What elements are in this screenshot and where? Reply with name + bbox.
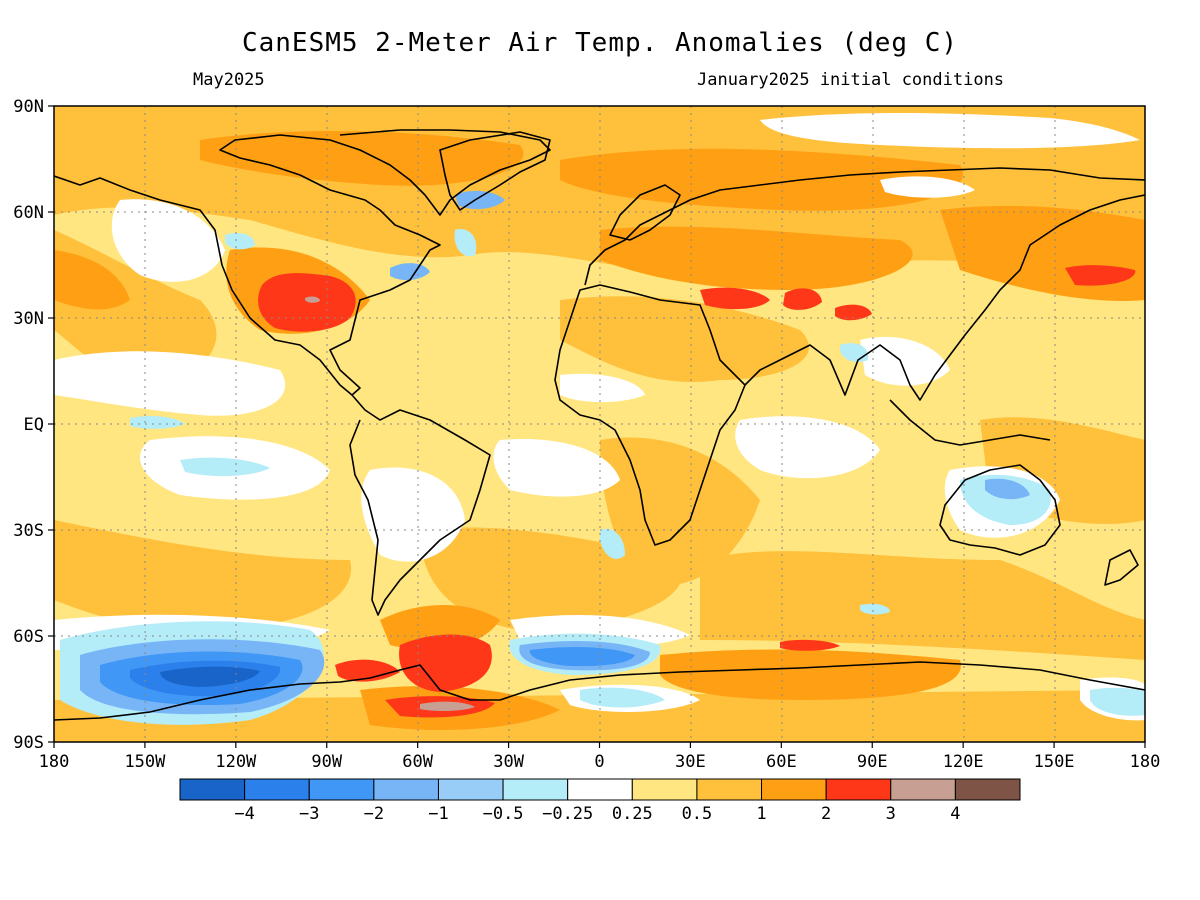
initial-conditions: January2025 initial conditions	[697, 70, 1005, 90]
lat-tick-label: 60N	[13, 203, 44, 223]
coast-north-america	[54, 129, 551, 396]
colorbar-swatch	[761, 778, 827, 801]
coast-australia	[939, 464, 1061, 556]
colorbar-swatch	[437, 778, 504, 801]
lat-tick-label: 90N	[13, 97, 44, 117]
colorbar-swatch	[954, 778, 1021, 801]
forecast-month: May2025	[193, 70, 265, 90]
colorbar-label: 0.25	[612, 804, 653, 824]
coast-africa	[554, 284, 746, 546]
coast-scandinavia	[609, 184, 681, 241]
lat-tick-label: EQ	[24, 415, 44, 435]
coast-new-zealand	[1104, 549, 1139, 586]
colorbar-label: −2	[364, 804, 384, 824]
colorbar-swatch	[373, 778, 439, 801]
colorbar-swatch	[890, 778, 956, 801]
colorbar-label: 0.5	[682, 804, 713, 824]
extreme-warm-spot	[420, 701, 475, 712]
lat-tick-label: 30N	[13, 309, 44, 329]
hot-regions	[258, 265, 1136, 718]
lon-tick-label: 0	[594, 752, 604, 772]
extreme-warm-spot-us	[305, 296, 320, 303]
colorbar-swatch	[244, 778, 310, 801]
lon-tick-label: 30W	[493, 752, 524, 772]
coast-south-america	[349, 394, 491, 616]
colorbar-swatch	[179, 778, 246, 801]
coldest-regions	[160, 666, 260, 687]
lon-tick-label: 120W	[215, 752, 257, 772]
coast-indonesia	[889, 399, 1051, 446]
lon-tick-label: 90W	[311, 752, 342, 772]
coast-asia	[744, 194, 1145, 401]
coast-greenland	[439, 131, 551, 211]
lat-tick-label: 60S	[13, 627, 44, 647]
colorbar-label: 4	[950, 804, 960, 824]
colorbar-label: −0.5	[483, 804, 524, 824]
lon-ticks: 180 150W 120W 90W 60W 30W 0 30E 60E 90E 120E 150E 18…	[39, 742, 1161, 772]
colorbar-swatch	[567, 778, 633, 801]
lon-tick-label: 180	[1130, 752, 1161, 772]
colorbar-swatch	[696, 778, 763, 801]
lon-tick-label: 30E	[675, 752, 706, 772]
lat-ticks: 90N 60N 30N EQ 30S 60S 90S	[13, 97, 54, 753]
colorbar-label: 2	[821, 804, 831, 824]
lon-tick-label: 180	[39, 752, 70, 772]
colorbar-swatch	[502, 778, 569, 801]
lat-tick-label: 90S	[13, 733, 44, 753]
colorbar-swatch	[308, 778, 375, 801]
coast-europe	[584, 167, 1145, 286]
colorbar-label: −3	[299, 804, 319, 824]
lat-tick-label: 30S	[13, 521, 44, 541]
coastlines	[54, 129, 1145, 721]
colorbar-label: −1	[428, 804, 448, 824]
lon-tick-label: 150E	[1034, 752, 1075, 772]
lon-tick-label: 60E	[766, 752, 797, 772]
lon-tick-label: 90E	[857, 752, 888, 772]
colorbar-label: 1	[756, 804, 766, 824]
lon-tick-label: 150W	[124, 752, 166, 772]
colorbar-label: 3	[886, 804, 896, 824]
colorbar-label: −0.25	[542, 804, 593, 824]
lon-tick-label: 60W	[402, 752, 433, 772]
colorbar-label: −4	[234, 804, 254, 824]
coast-antarctica	[54, 661, 1145, 721]
colorbar: −4 −3 −2 −1 −0.5 −0.25 0.25 0.5 1 2 3 4	[179, 778, 1021, 824]
grid-lines	[54, 106, 1145, 742]
colorbar-swatch	[631, 778, 698, 801]
anomaly-field	[54, 106, 1145, 742]
colorbar-swatch	[825, 778, 892, 801]
chart-title: CanESM5 2-Meter Air Temp. Anomalies (deg…	[241, 28, 959, 58]
lon-tick-label: 120E	[943, 752, 984, 772]
